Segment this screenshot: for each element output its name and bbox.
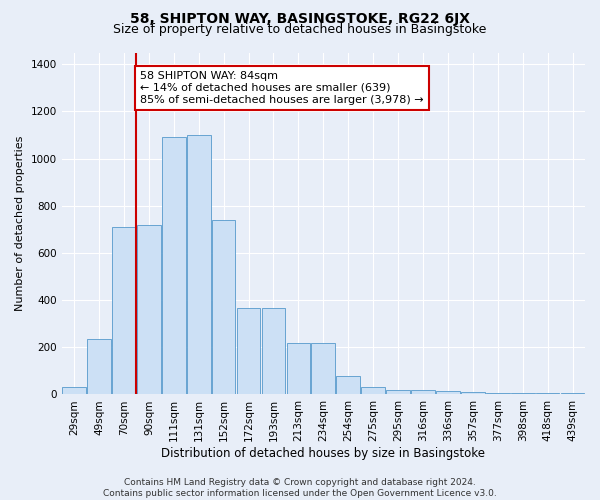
Bar bbox=[137, 224, 161, 394]
Text: 58 SHIPTON WAY: 84sqm
← 14% of detached houses are smaller (639)
85% of semi-det: 58 SHIPTON WAY: 84sqm ← 14% of detached … bbox=[140, 72, 424, 104]
X-axis label: Distribution of detached houses by size in Basingstoke: Distribution of detached houses by size … bbox=[161, 447, 485, 460]
Bar bbox=[162, 138, 185, 394]
Bar bbox=[361, 388, 385, 394]
Bar bbox=[112, 227, 136, 394]
Bar bbox=[436, 391, 460, 394]
Bar bbox=[311, 342, 335, 394]
Bar bbox=[87, 339, 111, 394]
Bar bbox=[187, 135, 211, 394]
Bar bbox=[287, 342, 310, 394]
Bar bbox=[411, 390, 435, 394]
Text: 58, SHIPTON WAY, BASINGSTOKE, RG22 6JX: 58, SHIPTON WAY, BASINGSTOKE, RG22 6JX bbox=[130, 12, 470, 26]
Bar bbox=[386, 390, 410, 394]
Bar bbox=[237, 308, 260, 394]
Bar bbox=[461, 392, 485, 394]
Bar bbox=[62, 388, 86, 394]
Bar bbox=[262, 308, 286, 394]
Y-axis label: Number of detached properties: Number of detached properties bbox=[15, 136, 25, 311]
Text: Contains HM Land Registry data © Crown copyright and database right 2024.
Contai: Contains HM Land Registry data © Crown c… bbox=[103, 478, 497, 498]
Bar bbox=[212, 220, 235, 394]
Text: Size of property relative to detached houses in Basingstoke: Size of property relative to detached ho… bbox=[113, 22, 487, 36]
Bar bbox=[337, 376, 360, 394]
